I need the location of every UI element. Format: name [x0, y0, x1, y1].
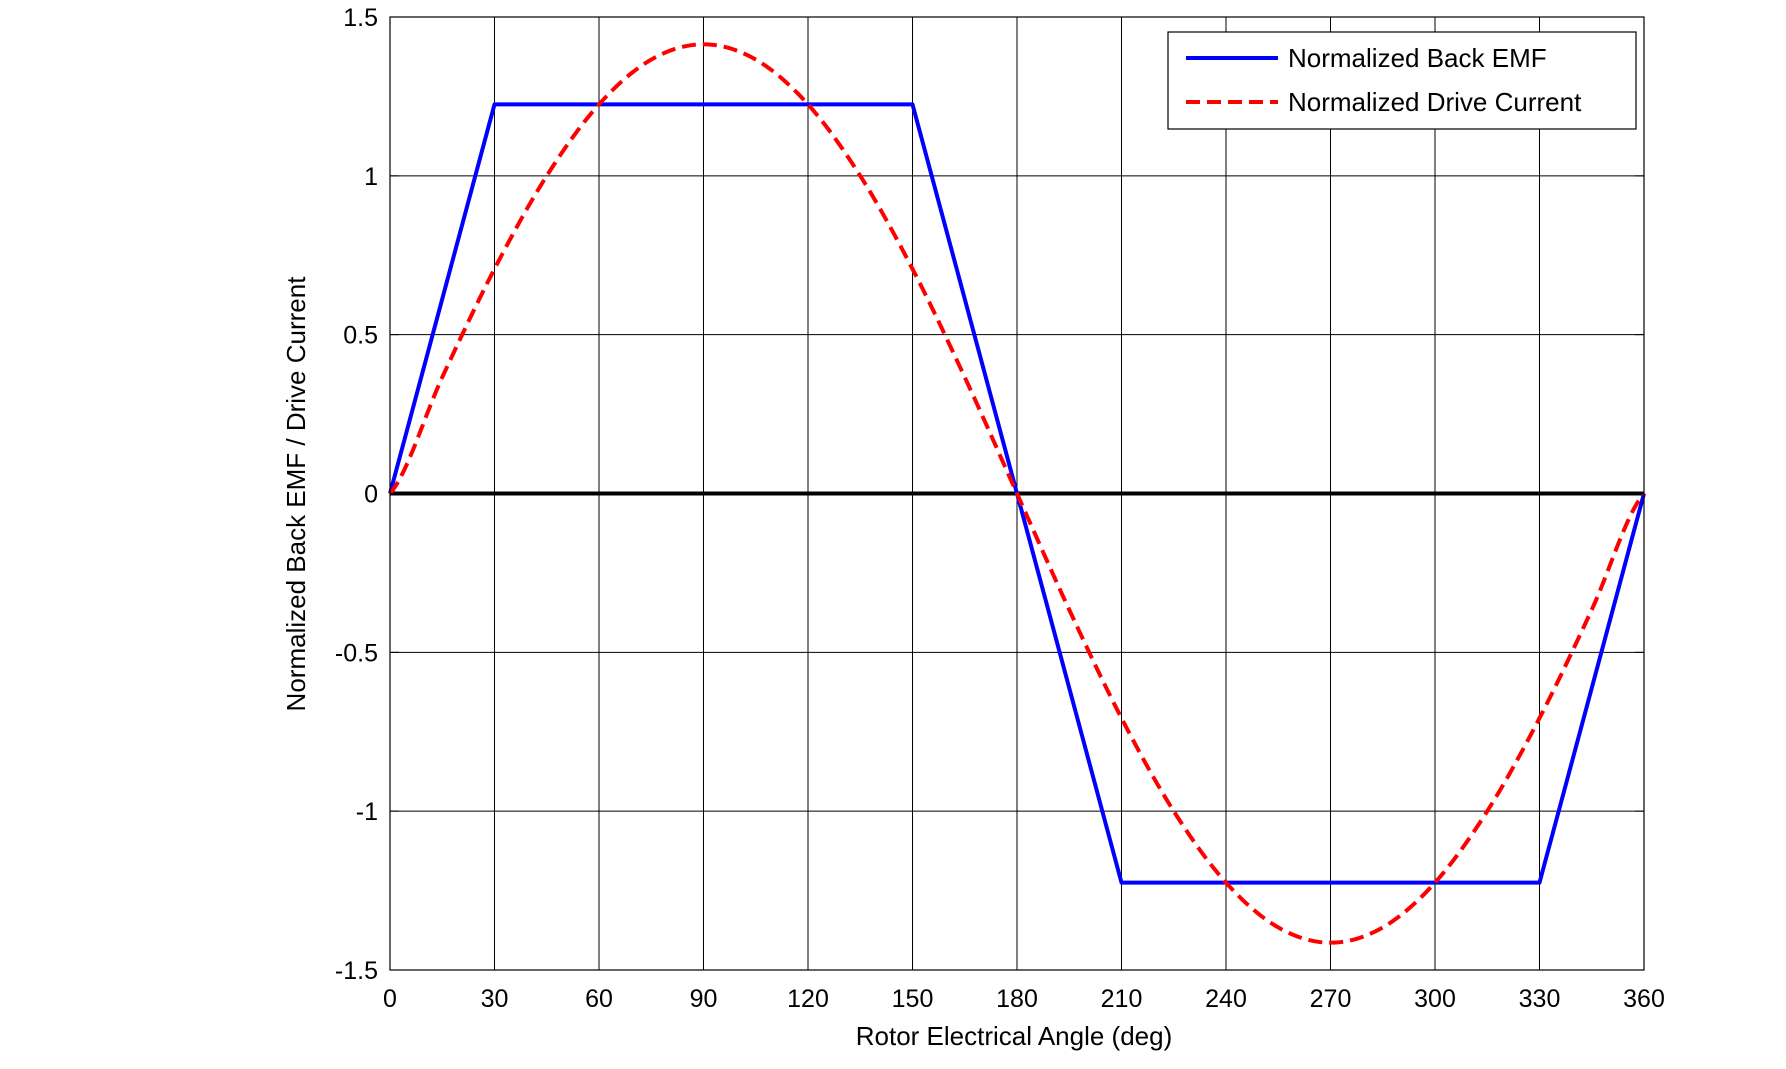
- x-tick-label: 90: [690, 985, 718, 1013]
- y-tick-label: 0: [364, 481, 378, 509]
- legend-box: [1167, 31, 1637, 130]
- y-tick-label: 1.5: [343, 4, 378, 32]
- x-tick-label: 120: [787, 985, 829, 1013]
- legend-label-back-emf: Normalized Back EMF: [1288, 43, 1547, 73]
- series-line-drive-current: [388, 42, 1646, 945]
- y-tick-label: 1: [364, 163, 378, 191]
- x-axis-label: Rotor Electrical Angle (deg): [856, 1021, 1172, 1051]
- x-tick-label: 60: [585, 985, 613, 1013]
- x-tick-label: 330: [1519, 985, 1561, 1013]
- legend: Normalized Back EMF Normalized Drive Cur…: [1167, 31, 1637, 130]
- x-tick-label: 210: [1101, 985, 1143, 1013]
- x-tick-label: 240: [1205, 985, 1247, 1013]
- y-tick-label: -0.5: [335, 639, 378, 667]
- y-axis-label: Normalized Back EMF / Drive Current: [281, 276, 311, 712]
- tick-label-layer: 0 30 60 90 120 150 180 210 240 270 300 330 360 -1.5 -1…: [335, 4, 1665, 1013]
- x-tick-label: 30: [481, 985, 509, 1013]
- y-tick-label: -1.5: [335, 957, 378, 985]
- x-tick-label: 270: [1310, 985, 1352, 1013]
- x-tick-label: 300: [1414, 985, 1456, 1013]
- y-tick-label: -1: [356, 798, 378, 826]
- x-tick-label: 180: [996, 985, 1038, 1013]
- x-tick-label: 150: [892, 985, 934, 1013]
- x-tick-label: 0: [383, 985, 397, 1013]
- x-tick-label: 360: [1623, 985, 1665, 1013]
- legend-label-drive-current: Normalized Drive Current: [1288, 87, 1582, 117]
- y-tick-label: 0.5: [343, 322, 378, 350]
- series-layer: [388, 42, 1646, 945]
